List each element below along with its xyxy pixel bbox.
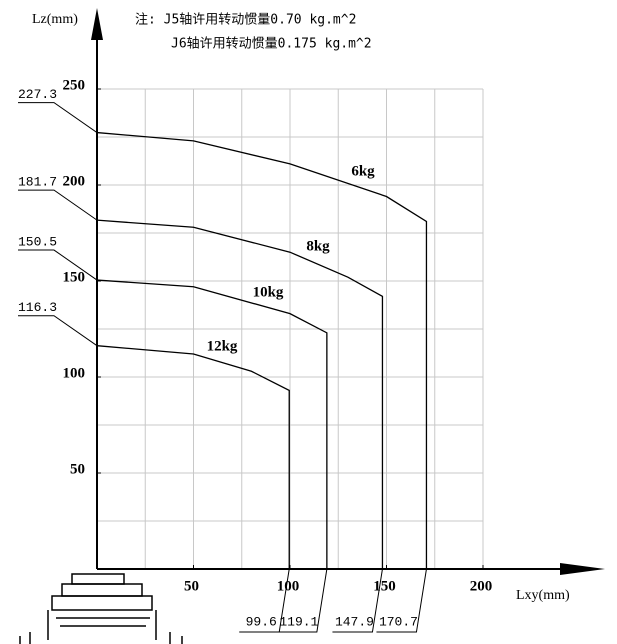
axes <box>96 28 585 570</box>
y-tick-label: 50 <box>70 461 85 477</box>
annotation: 99.6 <box>246 614 277 629</box>
x-axis-label: Lxy(mm) <box>516 588 570 603</box>
annotation: 119.1 <box>279 614 318 629</box>
x-tick-label: 200 <box>470 578 493 594</box>
annotation: 116.3 <box>18 300 57 315</box>
y-tick-label: 250 <box>63 77 86 93</box>
x-tick-label: 100 <box>277 578 300 594</box>
series-label: 8kg <box>306 238 330 254</box>
grid <box>97 88 484 569</box>
leader-line <box>18 189 98 221</box>
series-label: 6kg <box>351 163 375 179</box>
annotation: 181.7 <box>18 175 57 190</box>
load-curve <box>96 219 384 569</box>
series-label: 12kg <box>207 338 238 354</box>
annotation: 147.9 <box>335 614 374 629</box>
y-tick-label: 200 <box>63 173 86 189</box>
series-label: 10kg <box>253 284 284 300</box>
leader-line <box>18 249 98 281</box>
x-tick-label: 50 <box>184 578 199 594</box>
y-arrow <box>91 8 103 40</box>
leader-line <box>376 568 427 633</box>
annotation: 227.3 <box>18 87 57 102</box>
load-curve <box>96 131 428 569</box>
x-tick-label: 150 <box>373 578 396 594</box>
y-tick-label: 100 <box>63 365 86 381</box>
leader-line <box>276 568 328 633</box>
leader-line <box>18 315 98 347</box>
y-axis-label: Lz(mm) <box>32 12 78 27</box>
leader-line <box>332 568 383 633</box>
x-arrow <box>560 563 605 575</box>
load-curve <box>96 279 328 569</box>
y-tick-label: 150 <box>63 269 86 285</box>
robot-base <box>19 573 183 644</box>
leader-line <box>18 102 98 133</box>
note: 注: J5轴许用转动惯量0.70 kg.m^2 <box>135 12 356 28</box>
annotation: 150.5 <box>18 234 57 249</box>
note: J6轴许用转动惯量0.175 kg.m^2 <box>171 36 372 52</box>
annotation: 170.7 <box>379 614 418 629</box>
load-curve <box>96 345 290 569</box>
